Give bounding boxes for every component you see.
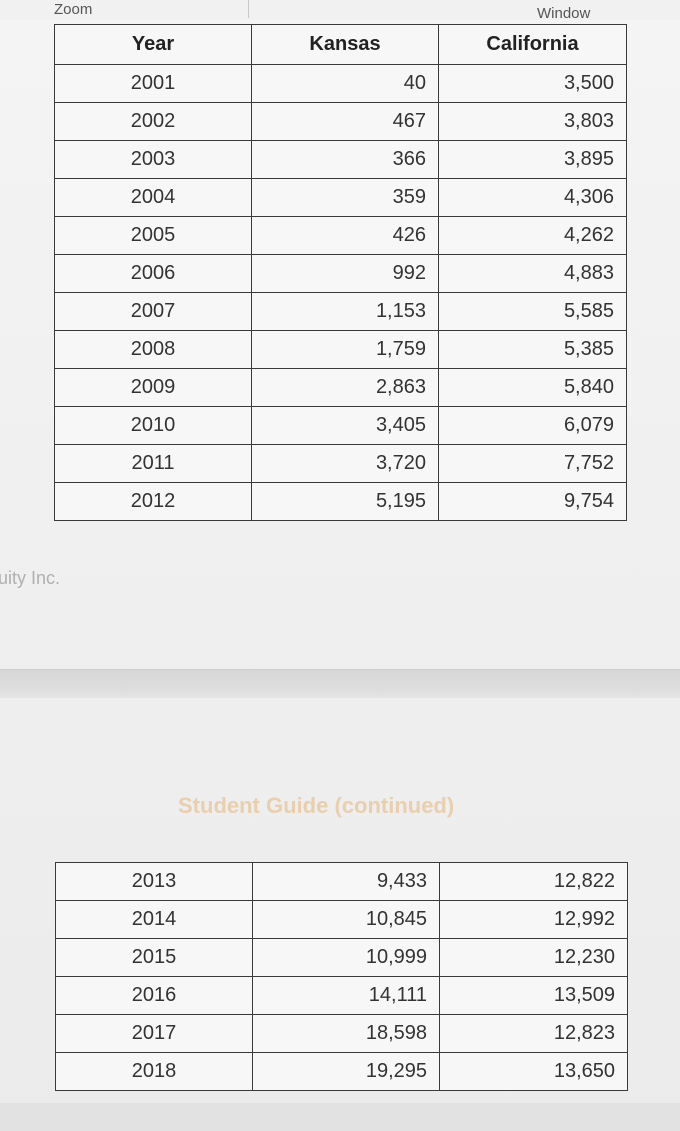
cell-california: 4,262 <box>438 216 627 255</box>
cell-california: 12,230 <box>439 938 628 977</box>
cell-year: 2006 <box>54 254 252 293</box>
table-row: 2012 5,195 9,754 <box>54 482 627 521</box>
table-row: 2005 426 4,262 <box>54 216 627 255</box>
cell-year: 2018 <box>55 1052 253 1091</box>
cell-california: 12,992 <box>439 900 628 939</box>
cell-california: 4,883 <box>438 254 627 293</box>
table-row: 2017 18,598 12,823 <box>55 1014 628 1053</box>
table-row: 2008 1,759 5,385 <box>54 330 627 369</box>
cell-california: 13,650 <box>439 1052 628 1091</box>
cell-year: 2004 <box>54 178 252 217</box>
cell-kansas: 359 <box>251 178 439 217</box>
table-row: 2002 467 3,803 <box>54 102 627 141</box>
cell-california: 5,585 <box>438 292 627 331</box>
cell-year: 2005 <box>54 216 252 255</box>
cell-year: 2012 <box>54 482 252 521</box>
table-row: 2011 3,720 7,752 <box>54 444 627 483</box>
cell-year: 2015 <box>55 938 253 977</box>
cell-kansas: 1,153 <box>251 292 439 331</box>
table-row: 2018 19,295 13,650 <box>55 1052 628 1091</box>
table-row: 2010 3,405 6,079 <box>54 406 627 445</box>
cell-california: 6,079 <box>438 406 627 445</box>
cell-kansas: 14,111 <box>252 976 440 1015</box>
table-row: 2003 366 3,895 <box>54 140 627 179</box>
header-california: California <box>438 24 627 65</box>
cell-kansas: 2,863 <box>251 368 439 407</box>
toolbar: Zoom Window <box>0 0 680 22</box>
menu-zoom[interactable]: Zoom <box>54 1 93 18</box>
cell-california: 7,752 <box>438 444 627 483</box>
cell-kansas: 18,598 <box>252 1014 440 1053</box>
cell-kansas: 366 <box>251 140 439 179</box>
table-row: 2007 1,153 5,585 <box>54 292 627 331</box>
cell-california: 3,500 <box>438 64 627 103</box>
page-gap <box>0 670 680 698</box>
table-row: 2004 359 4,306 <box>54 178 627 217</box>
cell-kansas: 1,759 <box>251 330 439 369</box>
table-header-row: Year Kansas California <box>54 24 627 65</box>
data-table-top: Year Kansas California 2001 40 3,500 2002 46… <box>54 24 627 521</box>
cell-california: 12,823 <box>439 1014 628 1053</box>
toolbar-divider <box>248 0 249 18</box>
data-table-bottom: 2013 9,433 12,822 2014 10,845 12,992 2015 10,99… <box>55 862 628 1091</box>
cell-kansas: 3,720 <box>251 444 439 483</box>
cell-kansas: 467 <box>251 102 439 141</box>
page-footer-text: uity Inc. <box>0 568 61 588</box>
header-year: Year <box>54 24 252 65</box>
cell-california: 13,509 <box>439 976 628 1015</box>
cell-kansas: 9,433 <box>252 862 440 901</box>
cell-year: 2017 <box>55 1014 253 1053</box>
cell-year: 2007 <box>54 292 252 331</box>
cell-kansas: 19,295 <box>252 1052 440 1091</box>
cell-year: 2001 <box>54 64 252 103</box>
cell-california: 9,754 <box>438 482 627 521</box>
cell-kansas: 992 <box>251 254 439 293</box>
cell-california: 3,803 <box>438 102 627 141</box>
table-row: 2016 14,111 13,509 <box>55 976 628 1015</box>
table-row: 2001 40 3,500 <box>54 64 627 103</box>
cell-year: 2014 <box>55 900 253 939</box>
cell-year: 2003 <box>54 140 252 179</box>
cell-year: 2002 <box>54 102 252 141</box>
cell-kansas: 10,999 <box>252 938 440 977</box>
cell-california: 4,306 <box>438 178 627 217</box>
section-heading: Student Guide (continued) <box>178 793 455 818</box>
table-row: 2015 10,999 12,230 <box>55 938 628 977</box>
cell-california: 3,895 <box>438 140 627 179</box>
cell-california: 5,840 <box>438 368 627 407</box>
cell-california: 5,385 <box>438 330 627 369</box>
cell-kansas: 40 <box>251 64 439 103</box>
table-row: 2009 2,863 5,840 <box>54 368 627 407</box>
cell-year: 2010 <box>54 406 252 445</box>
cell-kansas: 426 <box>251 216 439 255</box>
cell-california: 12,822 <box>439 862 628 901</box>
cell-year: 2013 <box>55 862 253 901</box>
cell-year: 2011 <box>54 444 252 483</box>
cell-kansas: 10,845 <box>252 900 440 939</box>
menu-window[interactable]: Window <box>537 5 591 22</box>
page-divider-line <box>0 669 680 670</box>
cell-kansas: 5,195 <box>251 482 439 521</box>
page-bottom-strip <box>0 1103 680 1131</box>
cell-year: 2008 <box>54 330 252 369</box>
header-kansas: Kansas <box>251 24 439 65</box>
table-row: 2006 992 4,883 <box>54 254 627 293</box>
table-row: 2014 10,845 12,992 <box>55 900 628 939</box>
table-row: 2013 9,433 12,822 <box>55 862 628 901</box>
cell-year: 2009 <box>54 368 252 407</box>
cell-year: 2016 <box>55 976 253 1015</box>
cell-kansas: 3,405 <box>251 406 439 445</box>
